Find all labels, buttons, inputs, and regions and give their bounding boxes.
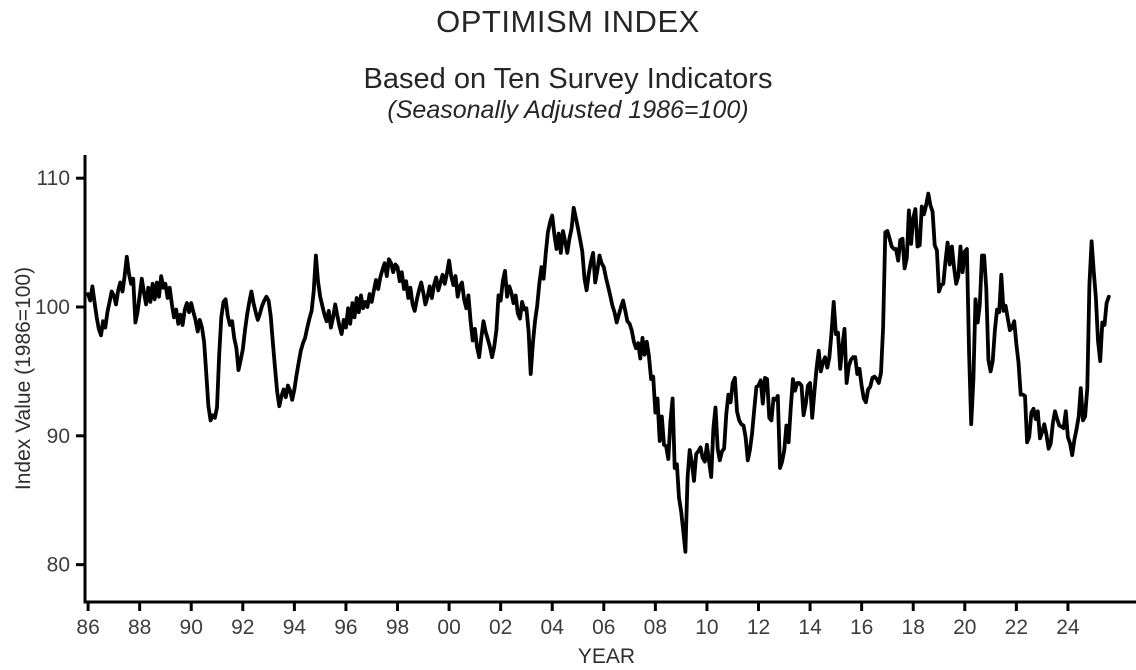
chart-subtitle-adjustment-note: (Seasonally Adjusted 1986=100) [387,96,749,124]
x-axis-tick-label: 00 [437,616,460,639]
y-axis-tick-label: 100 [35,296,70,319]
x-axis-tick-label: 94 [283,616,307,639]
x-axis-title: YEAR [578,645,635,668]
y-axis-tick-label: 110 [37,167,70,190]
x-axis-tick-label: 90 [180,616,203,639]
x-axis-tick-label: 22 [1005,616,1028,639]
y-axis-title: Index Value (1986=100) [12,267,35,490]
x-axis-tick-label: 14 [798,616,822,639]
optimism-index-series-line [86,191,1111,554]
x-axis-tick-label: 20 [953,616,976,639]
chart-subtitle: Based on Ten Survey Indicators [363,63,773,95]
y-axis-tick-label: 80 [47,554,70,577]
chart-header: OPTIMISM INDEX Based on Ten Survey Indic… [0,4,1136,124]
x-axis-tick-label: 24 [1056,616,1080,639]
x-axis-tick-label: 86 [76,616,99,639]
x-axis-tick-label: 88 [128,616,151,639]
y-axis-tick-label: 90 [47,425,70,448]
x-axis-tick-label: 12 [747,616,770,639]
x-axis-tick-label: 92 [231,616,254,639]
x-axis-tick-label: 16 [850,616,873,639]
x-axis-tick-label: 04 [541,616,565,639]
x-axis-tick-label: 96 [334,616,357,639]
x-axis-tick-label: 18 [902,616,925,639]
chart-title: OPTIMISM INDEX [436,4,700,39]
x-axis-tick-label: 10 [695,616,718,639]
x-axis-tick-label: 08 [644,616,667,639]
x-axis-tick-label: 06 [592,616,615,639]
x-axis-tick-label: 02 [489,616,512,639]
x-axis-tick-label: 98 [386,616,409,639]
